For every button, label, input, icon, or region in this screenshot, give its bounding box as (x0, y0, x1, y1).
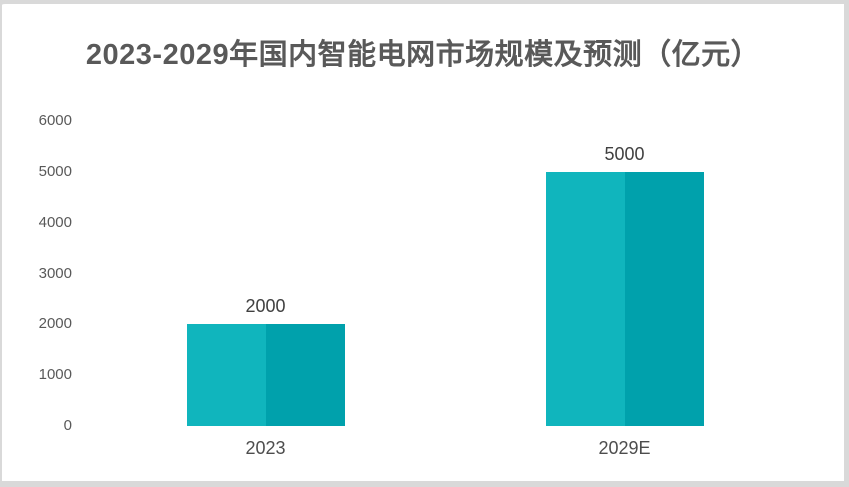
x-category-label-2023: 2023 (245, 438, 286, 458)
bar-2029E (545, 171, 704, 426)
y-tick-label: 6000 (38, 112, 72, 129)
bar-value-label: 2000 (245, 296, 286, 317)
y-tick-label: 2000 (38, 315, 72, 333)
bar-slot: 2000 (86, 121, 445, 426)
y-tick-label: 1000 (38, 366, 72, 384)
x-category-label-2029E: 2029E (598, 438, 651, 458)
bar-slot: 5000 (445, 121, 804, 426)
y-tick-label: 0 (63, 417, 72, 434)
bar-2023 (186, 324, 345, 426)
bar-value-label: 5000 (604, 143, 645, 164)
y-tick-label: 3000 (38, 264, 72, 282)
y-tick-label: 5000 (38, 162, 72, 180)
plot-area: 2000 5000 (86, 121, 804, 426)
y-tick-label: 4000 (38, 213, 72, 231)
chart-title: 2023-2029年国内智能电网市场规模及预测（亿元） (85, 39, 761, 71)
